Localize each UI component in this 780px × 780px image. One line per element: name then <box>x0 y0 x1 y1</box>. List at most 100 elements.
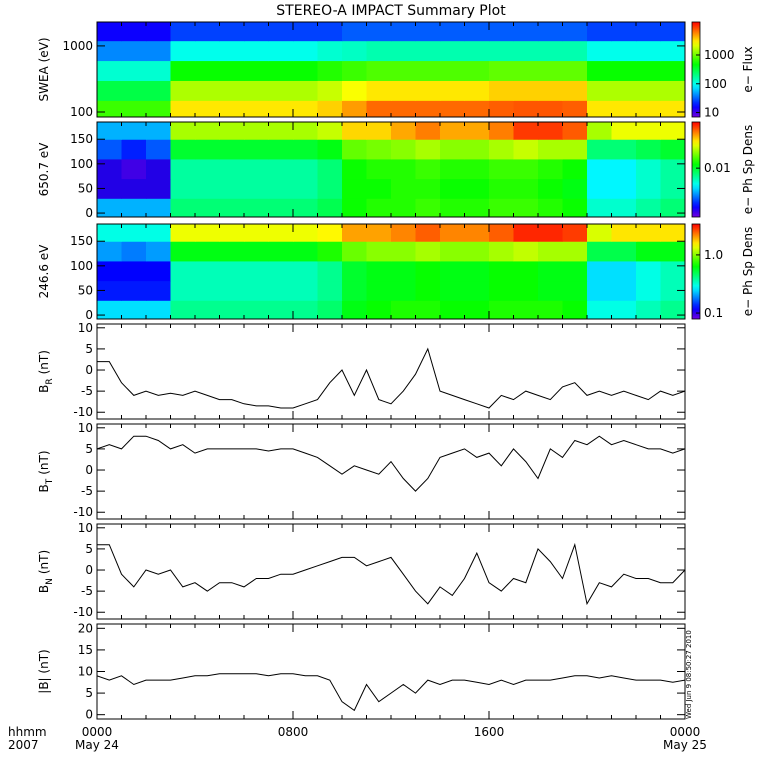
heatmap-cell <box>538 100 563 117</box>
heatmap-cell <box>170 260 196 282</box>
heatmap-cell <box>464 300 490 319</box>
heatmap-cell <box>513 260 539 282</box>
heatmap-cell <box>268 40 294 62</box>
heatmap-cell <box>293 260 318 282</box>
heatmap-cell <box>587 300 612 319</box>
chart-title: STEREO-A IMPACT Summary Plot <box>276 3 506 19</box>
heatmap-cell <box>513 198 539 217</box>
y-tick-label: 0 <box>85 708 93 722</box>
heatmap-cell <box>366 178 392 199</box>
heatmap-cell <box>489 22 514 42</box>
heatmap-cell <box>317 241 343 262</box>
heatmap-cell <box>440 300 465 319</box>
heatmap-cell <box>587 80 612 101</box>
heatmap-cell <box>342 60 367 81</box>
heatmap-cell <box>219 60 245 81</box>
heatmap-cell <box>268 80 294 101</box>
y-label-main: B <box>37 585 51 593</box>
heatmap-cell <box>121 80 147 101</box>
heatmap-cell <box>170 122 196 140</box>
heatmap-cell <box>587 139 612 160</box>
heatmap-cell <box>170 158 196 180</box>
heatmap-cell <box>440 139 465 160</box>
heatmap-cell <box>146 80 171 101</box>
heatmap-cell <box>244 158 269 180</box>
heatmap-cell <box>391 300 416 319</box>
heatmap-cell <box>170 100 196 117</box>
heatmap-cell <box>293 80 318 101</box>
heatmap-cell <box>219 300 245 319</box>
heatmap-cell <box>293 178 318 199</box>
y-label-unit: (nT) <box>37 550 51 574</box>
heatmap-cell <box>219 241 245 262</box>
heatmap-cell <box>97 280 122 301</box>
y-tick-label: 100 <box>70 157 93 171</box>
heatmap-cell <box>391 260 416 282</box>
heatmap-cell <box>268 22 294 42</box>
y-tick-label: -10 <box>73 505 93 519</box>
heatmap-cell <box>121 198 147 217</box>
heatmap-cell <box>562 300 588 319</box>
heatmap-cell <box>219 158 245 180</box>
colorbar-tick-label: 1.0 <box>704 248 723 262</box>
heatmap-cell <box>489 241 514 262</box>
heatmap-cell <box>342 241 367 262</box>
panel <box>97 122 685 217</box>
date-label: May 24 <box>75 738 119 752</box>
heatmap-cell <box>219 80 245 101</box>
heatmap-cell <box>170 139 196 160</box>
heatmap-cell <box>170 178 196 199</box>
y-axis-label: BR (nT) <box>37 350 55 393</box>
heatmap-cell <box>293 100 318 117</box>
heatmap-cell <box>268 280 294 301</box>
heatmap-cell <box>146 122 171 140</box>
heatmap-cell <box>293 122 318 140</box>
heatmap-cell <box>660 241 685 262</box>
heatmap-cell <box>97 22 122 42</box>
y-tick-label: -5 <box>81 484 93 498</box>
heatmap-cell <box>219 139 245 160</box>
colorbar-tick-label: 10 <box>704 106 719 120</box>
heatmap-cell <box>464 224 490 242</box>
heatmap-cell <box>97 224 122 242</box>
heatmap-cell <box>587 122 612 140</box>
heatmap-cell <box>415 100 441 117</box>
y-label-sub: R <box>45 378 55 384</box>
heatmap-cell <box>342 158 367 180</box>
heatmap-cell <box>342 100 367 117</box>
heatmap-cell <box>366 139 392 160</box>
y-tick-label: 10 <box>78 665 93 679</box>
heatmap-cell <box>146 100 171 117</box>
heatmap-cell <box>562 22 588 42</box>
heatmap-cell <box>513 122 539 140</box>
heatmap-cell <box>562 178 588 199</box>
heatmap-cell <box>366 22 392 42</box>
heatmap-cell <box>660 260 685 282</box>
heatmap-cell <box>170 60 196 81</box>
heatmap-cell <box>611 178 637 199</box>
y-axis-label: BN (nT) <box>37 550 55 593</box>
heatmap-cell <box>660 22 685 42</box>
heatmap-cell <box>170 241 196 262</box>
heatmap-cell <box>611 158 637 180</box>
heatmap-cell <box>489 224 514 242</box>
colorbar <box>691 121 701 218</box>
heatmap-cell <box>636 158 661 180</box>
heatmap-cell <box>342 122 367 140</box>
panel <box>97 542 685 606</box>
heatmap-cell <box>317 158 343 180</box>
heatmap-cell <box>513 241 539 262</box>
heatmap-cell <box>244 40 269 62</box>
heatmap-cell <box>464 241 490 262</box>
heatmap-cell <box>391 22 416 42</box>
heatmap-cell <box>317 300 343 319</box>
heatmap-cell <box>562 198 588 217</box>
heatmap-cell <box>366 260 392 282</box>
heatmap-cell <box>293 300 318 319</box>
heatmap-cell <box>660 40 685 62</box>
heatmap-cell <box>97 100 122 117</box>
heatmap-cell <box>538 22 563 42</box>
heatmap-cell <box>513 178 539 199</box>
colorbar-label: e− Flux <box>741 46 755 92</box>
heatmap-cell <box>440 158 465 180</box>
